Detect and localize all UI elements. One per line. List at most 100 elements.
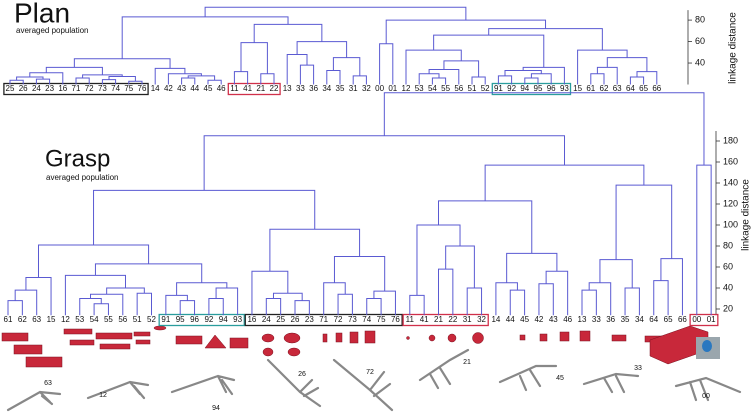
y-tick-label: 120 xyxy=(723,198,738,208)
merge-link xyxy=(272,292,303,301)
y-axis-label: linkage distance xyxy=(728,12,739,84)
merge-link xyxy=(696,164,712,316)
leaf-label: 75 xyxy=(124,84,133,93)
merge-link xyxy=(79,298,102,316)
merge-link xyxy=(443,60,480,77)
merge-link xyxy=(588,282,612,316)
leaf-label: 16 xyxy=(58,84,67,93)
merge-link xyxy=(596,66,618,85)
object-icons xyxy=(1,325,720,368)
leaf-label: 14 xyxy=(151,84,160,93)
leaf-label: 62 xyxy=(18,315,27,324)
leaf-label: 01 xyxy=(707,315,716,324)
leaf-label: 23 xyxy=(45,84,54,93)
merge-link xyxy=(29,72,64,85)
leaf-label: 74 xyxy=(111,84,120,93)
merge-link xyxy=(418,73,440,85)
leaf-label: 55 xyxy=(441,84,450,93)
merge-link xyxy=(240,42,268,74)
merge-link xyxy=(108,75,136,82)
leaf-label: 61 xyxy=(586,84,595,93)
leaf-label: 25 xyxy=(6,84,15,93)
leaf-label: 55 xyxy=(104,315,113,324)
leaf-label: 46 xyxy=(563,315,572,324)
leaf-label: 73 xyxy=(98,84,107,93)
leaf-label: 16 xyxy=(247,315,256,324)
merge-link xyxy=(260,73,275,85)
merge-link xyxy=(337,293,353,316)
merge-link xyxy=(323,282,346,316)
leaf-label: 76 xyxy=(391,315,400,324)
hand-label: 33 xyxy=(634,365,642,372)
merge-link xyxy=(379,43,394,85)
leaf-label: 12 xyxy=(402,84,411,93)
leaf-label: 62 xyxy=(600,84,609,93)
leaf-label: 26 xyxy=(291,315,300,324)
merge-link xyxy=(165,294,188,316)
leaf-label: 00 xyxy=(692,315,701,324)
leaf-label: 15 xyxy=(47,315,56,324)
merge-link xyxy=(599,259,633,288)
merge-link xyxy=(45,66,103,75)
merge-link xyxy=(509,289,526,316)
leaf-label: 92 xyxy=(507,84,516,93)
merge-link xyxy=(636,71,658,85)
leaf-label: 52 xyxy=(147,315,156,324)
leaf-label: 95 xyxy=(176,315,185,324)
leaf-label: 32 xyxy=(477,315,486,324)
merge-link xyxy=(326,70,341,85)
leaf-label: 66 xyxy=(678,315,687,324)
leaf-label: 22 xyxy=(270,84,279,93)
y-tick-label: 80 xyxy=(723,240,733,250)
merge-link xyxy=(204,6,467,21)
y-tick-label: 20 xyxy=(723,303,733,313)
leaf-label: 51 xyxy=(133,315,142,324)
merge-link xyxy=(385,19,547,44)
merge-link xyxy=(253,23,323,43)
merge-link xyxy=(606,57,648,72)
leaf-label: 41 xyxy=(420,315,429,324)
leaf-label: 94 xyxy=(219,315,228,324)
leaf-label: 24 xyxy=(262,315,271,324)
leaf-label: 36 xyxy=(309,84,318,93)
leaf-group-box xyxy=(402,313,489,327)
merge-link xyxy=(9,79,24,85)
leaf-label: 96 xyxy=(547,84,556,93)
merge-link xyxy=(215,287,239,316)
merge-link xyxy=(660,258,683,316)
merge-link xyxy=(629,76,645,85)
leaf-label: 12 xyxy=(61,315,70,324)
leaf-label: 34 xyxy=(635,315,644,324)
leaf-label: 43 xyxy=(549,315,558,324)
leaf-label: 91 xyxy=(494,84,503,93)
leaf-label: 42 xyxy=(534,315,543,324)
leaf-label: 23 xyxy=(305,315,314,324)
leaf-label: 53 xyxy=(75,315,84,324)
hand-renders xyxy=(6,348,742,412)
merge-link xyxy=(167,73,202,85)
merge-link xyxy=(121,16,289,59)
merge-link xyxy=(522,66,565,85)
merge-link xyxy=(16,76,44,81)
merge-link xyxy=(530,73,552,85)
leaf-label: 13 xyxy=(578,315,587,324)
merge-link xyxy=(538,283,554,316)
y-axis-label: linkage distance xyxy=(741,179,751,251)
chart-title: Plan xyxy=(14,0,70,28)
y-tick-label: 160 xyxy=(723,156,738,166)
leaf-label: 14 xyxy=(491,315,500,324)
chart-subtitle: averaged population xyxy=(16,26,89,35)
leaf-label: 44 xyxy=(506,315,515,324)
leaf-label: 54 xyxy=(428,84,437,93)
merge-link xyxy=(383,92,705,166)
leaf-label: 45 xyxy=(520,315,529,324)
leaf-label: 56 xyxy=(454,84,463,93)
merge-link xyxy=(37,244,150,278)
leaf-label: 52 xyxy=(481,84,490,93)
merge-link xyxy=(373,290,396,316)
leaf-group-box xyxy=(227,82,281,96)
merge-link xyxy=(504,70,542,76)
leaf-label: 46 xyxy=(217,84,226,93)
merge-link xyxy=(136,292,152,316)
merge-link xyxy=(466,287,483,316)
